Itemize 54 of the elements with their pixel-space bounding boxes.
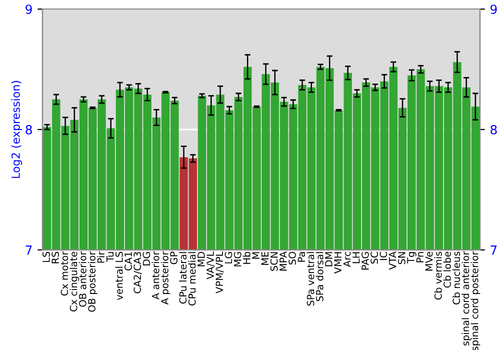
x-tick-label: LS	[42, 252, 50, 262]
x-tick-label: Pa	[298, 252, 306, 262]
x-tick-label: SC	[370, 252, 378, 264]
x-tick-label: SPa dorsal	[316, 252, 324, 302]
x-tick-label: VPM/VPL	[216, 251, 224, 294]
x-tick-label: DM	[325, 252, 332, 266]
x-tick-label: PAG	[362, 252, 369, 270]
x-tick-label: MVe	[425, 252, 433, 271]
x-tick-label: GP	[170, 252, 178, 264]
x-tick-label: Cx cingulate	[70, 252, 80, 312]
x-tick-label: Pir	[97, 251, 104, 263]
x-tick-label: CA1	[124, 252, 132, 270]
x-tick-label: IC	[380, 252, 388, 260]
x-tick-label: VMH	[334, 252, 342, 274]
x-tick-label: RS	[52, 252, 59, 264]
x-tick-label: SN	[398, 252, 406, 264]
x-tick-label: VA/VL	[206, 251, 215, 280]
x-tick-label: A anterior	[152, 251, 160, 300]
x-tick-label: Cb vermis	[434, 252, 442, 300]
x-tick-label: Pn	[416, 252, 424, 262]
x-tick-label: VTA	[389, 251, 396, 270]
x-tick-label: Tu	[106, 252, 114, 262]
x-tick-label: CA2/CA3	[134, 252, 142, 294]
x-tick-label: ventral LS	[115, 252, 123, 300]
x-tick-label: LH	[352, 252, 360, 264]
x-tick-label: CPu lateral	[179, 252, 187, 304]
x-tick-label: Arc	[343, 252, 351, 267]
y-tick-label: 7	[26, 246, 32, 255]
x-tick-label: LG	[224, 252, 232, 264]
x-tick-label: MG	[234, 252, 242, 266]
y2-tick-label: 8	[490, 124, 497, 134]
x-tick-label: A posterior	[160, 251, 170, 305]
x-tick-label: CPu medial	[188, 252, 196, 306]
x-tick-label: M	[252, 252, 260, 259]
x-tick-label: OB anterior	[78, 251, 86, 307]
x-tick-label: SCN	[270, 252, 278, 271]
x-tick-label: MPA	[280, 251, 287, 271]
y-tick-label: 9	[26, 4, 32, 14]
y2-tick-label: 7	[490, 246, 497, 255]
x-tick-label: SPa ventral	[306, 252, 314, 306]
x-tick-label: Cb lobe	[443, 252, 451, 288]
x-tick-label: Hb	[242, 252, 250, 264]
x-tick-label: MD	[198, 252, 205, 266]
x-tick-label: Cx motor	[60, 251, 68, 296]
x-tick-label: SO	[288, 252, 296, 264]
x-tick-label: OB posterior	[88, 251, 98, 312]
y2-tick-label: 9	[490, 4, 497, 14]
y-tick-label: 8	[26, 124, 32, 134]
x-tick-label: DG	[142, 252, 150, 266]
y-axis-title: Log2 (expression)	[11, 80, 22, 178]
x-tick-label: Cb nucleus	[452, 252, 460, 304]
x-tick-label: ME	[261, 252, 268, 265]
x-tick-label: Tg	[407, 252, 416, 264]
x-tick-label: spinal cord anterior	[462, 251, 472, 346]
